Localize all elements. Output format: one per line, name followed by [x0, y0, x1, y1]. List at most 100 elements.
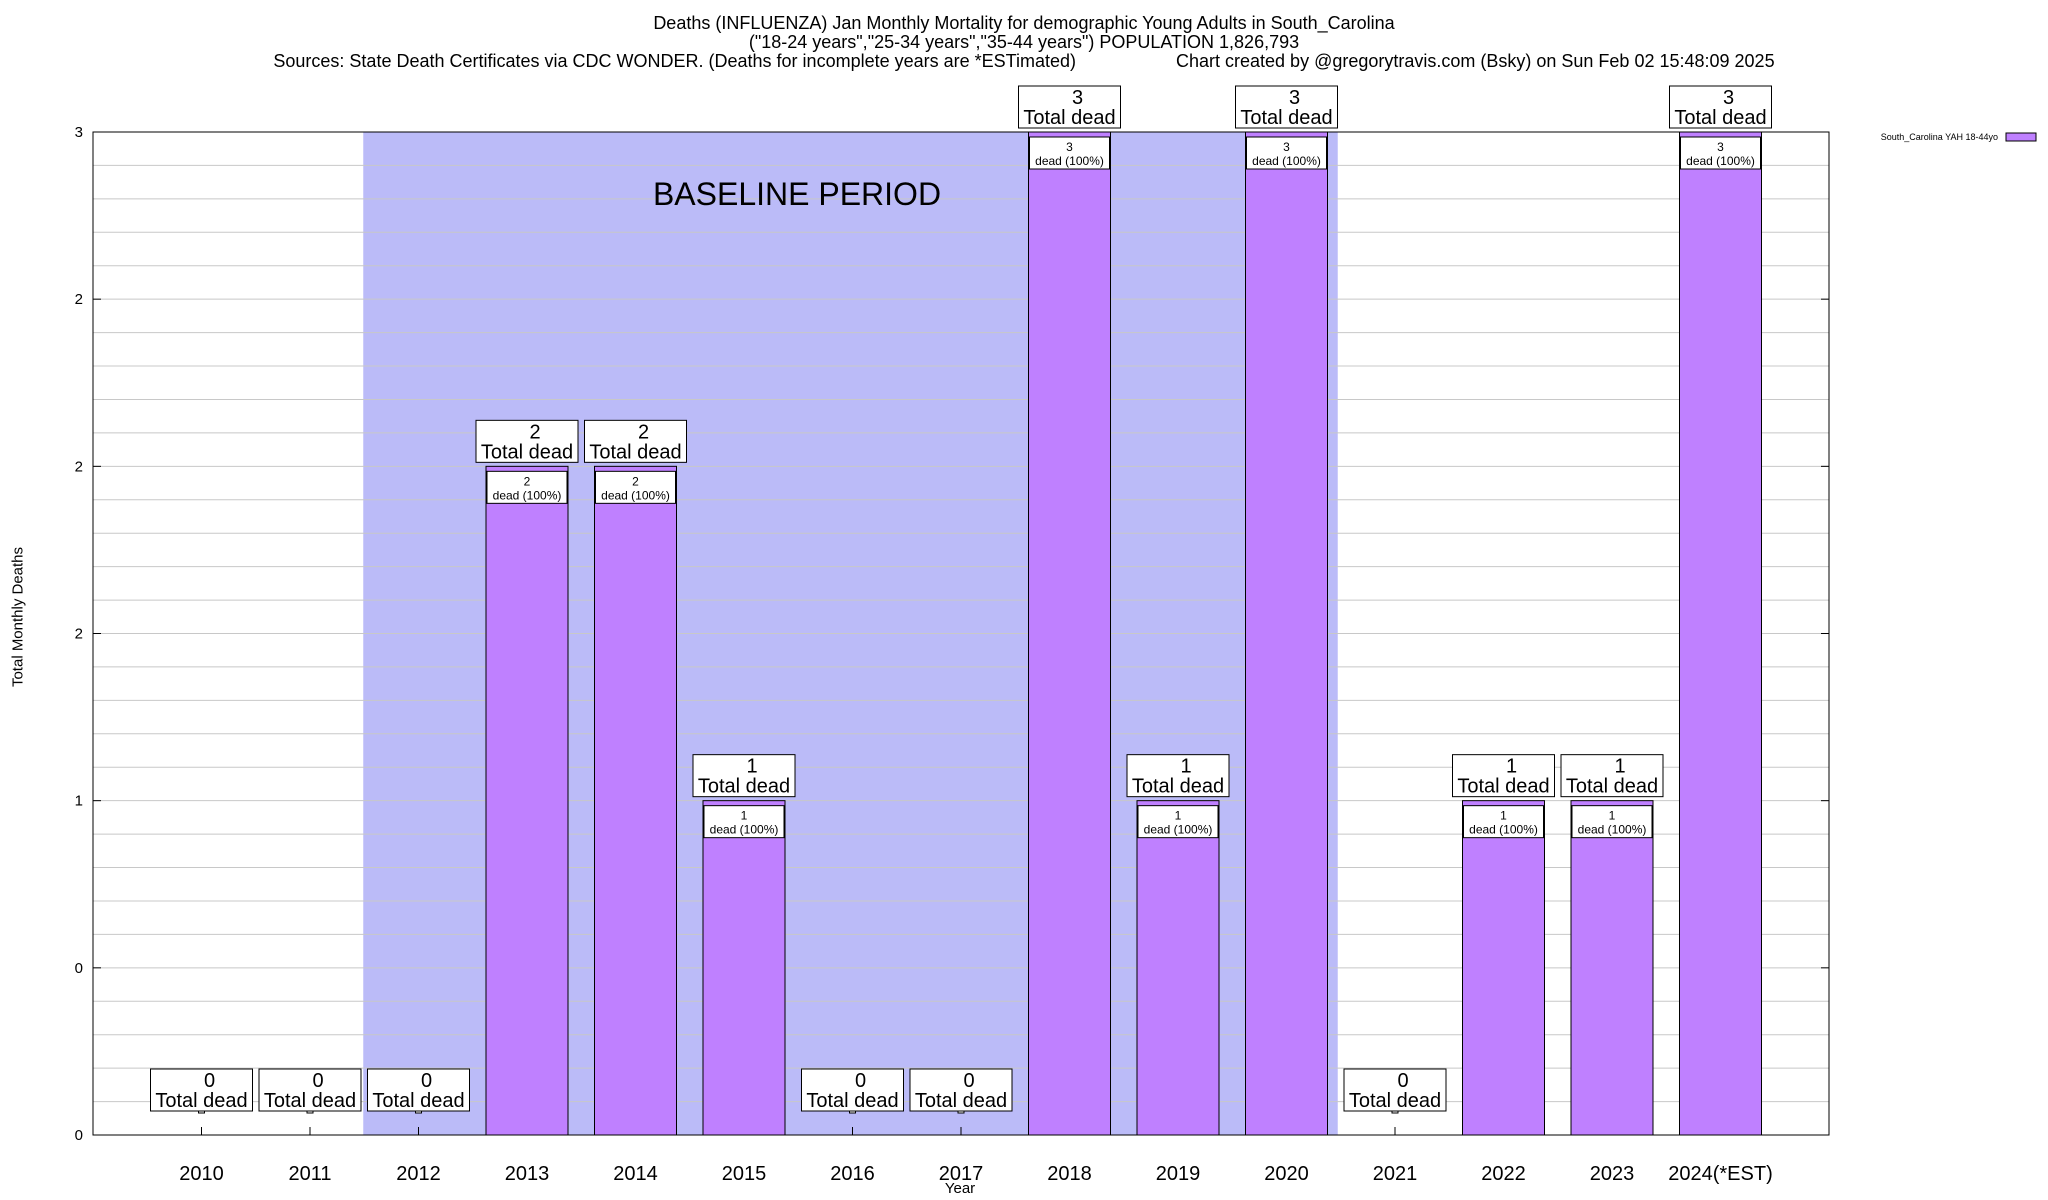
total-value: 2 — [529, 421, 540, 443]
total-label: Total dead — [698, 776, 790, 798]
total-value: 0 — [963, 1070, 974, 1092]
total-value: 0 — [204, 1070, 215, 1092]
total-box — [1560, 754, 1664, 798]
y-tick-label: 3 — [75, 124, 83, 141]
bar-inner-value: 1 — [1609, 809, 1616, 823]
legend-label: South_Carolina YAH 18-44yo — [1881, 132, 1998, 142]
x-tick-label: 2018 — [1047, 1163, 1092, 1185]
bar-inner-value: 3 — [1066, 140, 1073, 154]
bar — [1028, 131, 1111, 1136]
chart-sources: Sources: State Death Certificates via CD… — [273, 51, 1076, 71]
total-box — [1669, 85, 1772, 129]
total-label: Total dead — [372, 1090, 464, 1112]
x-tick-label: 2023 — [1590, 1163, 1635, 1185]
total-box — [1235, 85, 1338, 129]
total-box — [692, 754, 796, 798]
x-tick-label: 2019 — [1156, 1163, 1201, 1185]
bar-inner-label-box — [1680, 136, 1761, 170]
bar-inner-label-box — [1571, 805, 1653, 839]
total-box — [1343, 1068, 1447, 1112]
x-tick-label: 2024(*EST) — [1668, 1163, 1773, 1185]
chart-title-block: Deaths (INFLUENZA) Jan Monthly Mortality… — [0, 14, 2048, 71]
bar-inner-label-box — [1137, 805, 1219, 839]
y-axis-label: Total Monthly Deaths — [9, 546, 27, 688]
total-value: 3 — [1072, 87, 1083, 109]
total-label: Total dead — [1240, 107, 1332, 129]
bar-inner-value: 1 — [1175, 809, 1182, 823]
bar — [1245, 131, 1328, 1136]
total-label: Total dead — [915, 1090, 1007, 1112]
bar-inner-label: dead (100%) — [493, 488, 562, 502]
x-tick-label: 2013 — [505, 1163, 550, 1185]
chart-sources-line: Sources: State Death Certificates via CD… — [0, 52, 2048, 71]
bar-inner-label: dead (100%) — [710, 823, 779, 837]
total-value: 0 — [1397, 1070, 1408, 1092]
total-box — [1452, 754, 1555, 798]
total-label: Total dead — [1566, 776, 1658, 798]
total-value: 2 — [638, 421, 649, 443]
chart-subtitle: ("18-24 years","25-34 years","35-44 year… — [748, 32, 1300, 52]
total-label: Total dead — [1457, 776, 1549, 798]
total-label: Total dead — [1023, 107, 1115, 129]
bar-inner-label: dead (100%) — [1252, 154, 1321, 168]
total-label: Total dead — [1132, 776, 1224, 798]
total-box — [909, 1068, 1013, 1112]
x-tick-label: 2011 — [288, 1163, 331, 1185]
bar-inner-value: 2 — [524, 474, 531, 488]
y-tick-label: 0 — [75, 1127, 83, 1144]
total-box — [258, 1068, 362, 1112]
y-tick-label: 2 — [75, 291, 83, 308]
legend-swatch — [2005, 132, 2037, 142]
x-tick-label: 2012 — [396, 1163, 441, 1185]
x-tick-label: 2022 — [1481, 1163, 1526, 1185]
total-value: 3 — [1723, 87, 1734, 109]
x-tick-label: 2020 — [1264, 1163, 1309, 1185]
x-axis-label: Year — [944, 1180, 976, 1197]
total-value: 1 — [1180, 756, 1191, 778]
bar-inner-label: dead (100%) — [1469, 823, 1538, 837]
bar-inner-label-box — [703, 805, 785, 839]
total-label: Total dead — [1674, 107, 1766, 129]
bar — [594, 465, 677, 1136]
total-value: 0 — [421, 1070, 432, 1092]
bar-inner-label: dead (100%) — [1144, 823, 1213, 837]
total-box — [1018, 85, 1121, 129]
bar — [702, 800, 786, 1136]
total-label: Total dead — [264, 1090, 356, 1112]
total-box — [1126, 754, 1230, 798]
bar-inner-label-box — [595, 470, 676, 504]
y-tick-label: 0 — [75, 960, 83, 977]
bar — [1570, 800, 1654, 1136]
total-box — [367, 1068, 470, 1112]
bar-inner-label-box — [1463, 805, 1544, 839]
bar — [1136, 800, 1220, 1136]
y-tick-label: 2 — [75, 626, 83, 643]
total-value: 0 — [855, 1070, 866, 1092]
total-box — [475, 419, 579, 463]
total-value: 1 — [1506, 756, 1517, 778]
bar-inner-label: dead (100%) — [601, 488, 670, 502]
x-tick-label: 2017 — [939, 1163, 984, 1185]
baseline-label: BASELINE PERIOD — [653, 176, 941, 212]
bar-inner-label: dead (100%) — [1578, 823, 1647, 837]
bar-inner-value: 2 — [632, 474, 639, 488]
bar — [1462, 800, 1545, 1136]
x-tick-label: 2014 — [613, 1163, 658, 1185]
total-box — [584, 419, 687, 463]
bar — [485, 465, 569, 1136]
total-label: Total dead — [155, 1090, 247, 1112]
y-tick-label: 2 — [75, 458, 83, 475]
bar-inner-value: 3 — [1717, 140, 1724, 154]
x-tick-label: 2015 — [722, 1163, 767, 1185]
bar-inner-label: dead (100%) — [1686, 154, 1755, 168]
bar-inner-value: 1 — [1500, 809, 1507, 823]
bar-inner-value: 3 — [1283, 140, 1290, 154]
x-tick-label: 2016 — [830, 1163, 875, 1185]
total-label: Total dead — [481, 441, 573, 463]
bar-inner-label-box — [1029, 136, 1110, 170]
total-value: 1 — [1614, 756, 1625, 778]
total-value: 3 — [1289, 87, 1300, 109]
total-label: Total dead — [1349, 1090, 1441, 1112]
bar-inner-label-box — [1246, 136, 1327, 170]
